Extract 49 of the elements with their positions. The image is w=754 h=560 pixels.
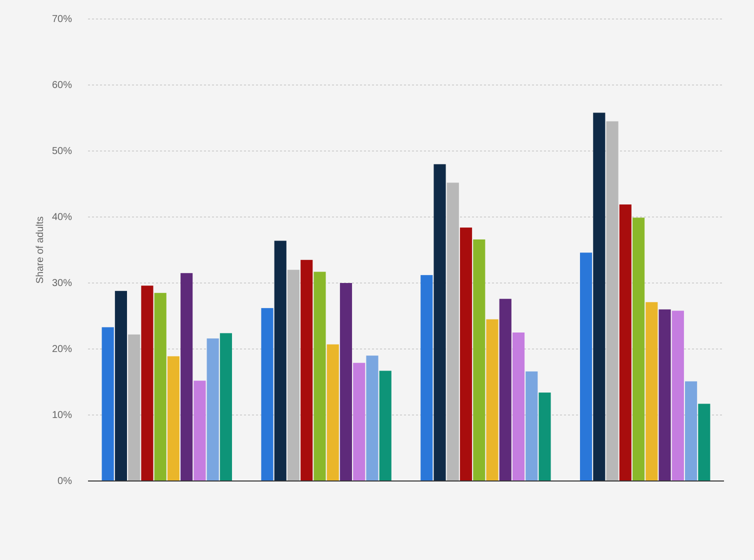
bar (460, 228, 472, 481)
bar (672, 310, 684, 481)
bar (420, 275, 433, 481)
bar (658, 309, 671, 481)
bar (114, 290, 127, 481)
bar (580, 252, 592, 481)
bar (512, 332, 525, 481)
bar (473, 239, 486, 481)
bar (128, 334, 140, 481)
bar (326, 344, 339, 481)
bar (593, 112, 606, 481)
y-tick-label: 30% (52, 278, 72, 290)
bar (366, 356, 378, 481)
bar (180, 273, 193, 481)
bar (274, 240, 286, 481)
bar (379, 370, 392, 481)
bar (446, 182, 459, 481)
bar (194, 380, 206, 481)
bar (287, 270, 300, 481)
bar (538, 392, 551, 481)
bar (646, 302, 658, 481)
bar (261, 308, 274, 481)
bar (300, 260, 313, 481)
bar (486, 319, 498, 481)
bar (353, 362, 366, 481)
bar (606, 121, 618, 481)
bar (499, 298, 512, 481)
y-tick-label: 40% (52, 212, 72, 224)
bar (102, 327, 114, 481)
y-tick-label: 10% (52, 410, 72, 422)
bar (206, 338, 219, 481)
bar (685, 381, 698, 481)
bar (220, 333, 232, 481)
y-tick-label: 50% (52, 146, 72, 158)
bar (340, 283, 352, 481)
y-axis-title: Share of adults (35, 216, 46, 284)
bar (632, 218, 645, 481)
bar (526, 371, 538, 481)
bar (434, 164, 446, 481)
y-tick-label: 20% (52, 344, 72, 356)
y-tick-label: 60% (52, 80, 72, 92)
y-tick-label: 70% (52, 14, 72, 26)
y-tick-label: 0% (58, 476, 72, 488)
bar (167, 356, 180, 481)
bar (141, 286, 154, 481)
bar (698, 404, 710, 481)
bar (619, 204, 632, 481)
bar (314, 272, 326, 481)
bar (154, 292, 166, 481)
